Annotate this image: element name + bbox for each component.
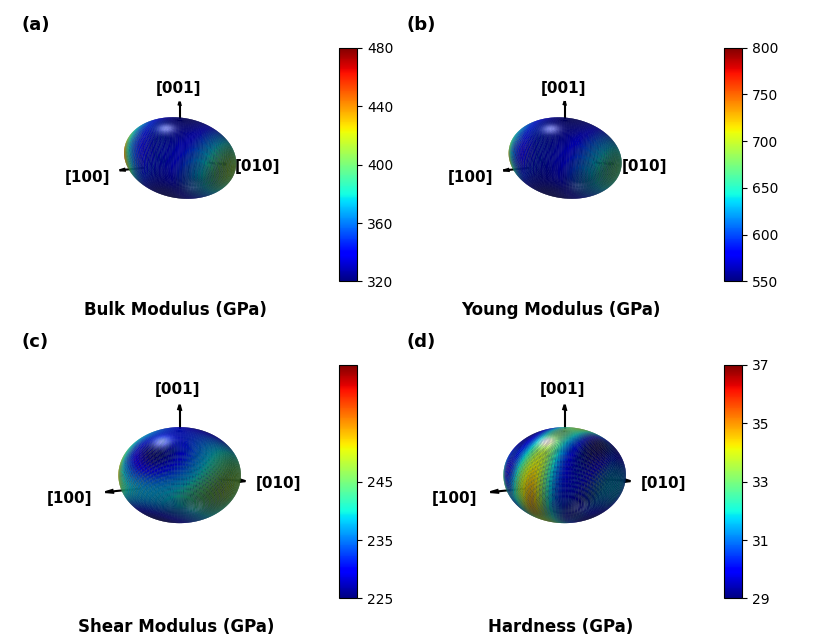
Title: Bulk Modulus (GPa): Bulk Modulus (GPa) — [84, 301, 267, 320]
Title: Shear Modulus (GPa): Shear Modulus (GPa) — [78, 618, 273, 634]
Title: Hardness (GPa): Hardness (GPa) — [487, 618, 633, 634]
Title: Young Modulus (GPa): Young Modulus (GPa) — [461, 301, 660, 320]
Text: (c): (c) — [22, 333, 48, 351]
Text: (b): (b) — [406, 16, 436, 34]
Text: (d): (d) — [406, 333, 436, 351]
Text: (a): (a) — [22, 16, 50, 34]
